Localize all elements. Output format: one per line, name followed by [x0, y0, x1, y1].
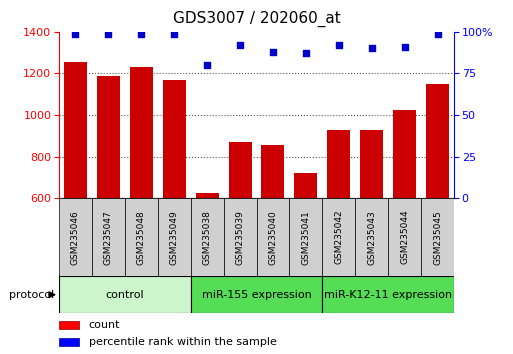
Text: GSM235044: GSM235044	[400, 210, 409, 264]
Text: GSM235038: GSM235038	[203, 210, 212, 265]
Bar	[59, 338, 79, 346]
Text: miR-K12-11 expression: miR-K12-11 expression	[324, 290, 452, 300]
Text: GSM235039: GSM235039	[235, 210, 245, 265]
Bar	[322, 198, 355, 276]
Text: percentile rank within the sample: percentile rank within the sample	[89, 337, 277, 347]
Bar	[393, 110, 416, 198]
Point	[401, 44, 409, 50]
Bar	[388, 198, 421, 276]
Point	[104, 31, 112, 36]
Bar	[191, 276, 322, 313]
Point	[71, 31, 80, 36]
Bar	[426, 84, 449, 198]
Point	[236, 42, 244, 48]
Text: GSM235042: GSM235042	[334, 210, 343, 264]
Text: GSM235048: GSM235048	[137, 210, 146, 264]
Text: GSM235045: GSM235045	[433, 210, 442, 264]
Bar	[355, 198, 388, 276]
Bar	[294, 173, 318, 198]
Point	[269, 49, 277, 55]
Text: GSM235046: GSM235046	[71, 210, 80, 264]
Bar	[322, 276, 454, 313]
Point	[368, 46, 376, 51]
Bar	[130, 67, 153, 198]
Text: control: control	[106, 290, 144, 300]
Text: protocol: protocol	[9, 290, 54, 300]
Text: GSM235049: GSM235049	[170, 210, 179, 264]
Bar	[125, 198, 158, 276]
Bar	[97, 75, 120, 198]
Bar	[224, 198, 256, 276]
Bar	[289, 198, 322, 276]
Bar	[195, 193, 219, 198]
Bar	[360, 130, 383, 198]
Text: GSM235041: GSM235041	[301, 210, 310, 264]
Bar	[256, 198, 289, 276]
Text: count: count	[89, 320, 120, 330]
Bar	[421, 198, 454, 276]
Point	[334, 42, 343, 48]
Point	[433, 31, 442, 36]
Bar	[228, 142, 251, 198]
Text: GSM235043: GSM235043	[367, 210, 376, 264]
Bar	[59, 321, 79, 330]
Bar	[191, 198, 224, 276]
Bar	[262, 145, 285, 198]
Text: GDS3007 / 202060_at: GDS3007 / 202060_at	[173, 11, 340, 27]
Point	[137, 31, 145, 36]
Bar	[92, 198, 125, 276]
Point	[302, 51, 310, 56]
Text: GSM235047: GSM235047	[104, 210, 113, 264]
Bar	[64, 62, 87, 198]
Bar	[158, 198, 191, 276]
Bar	[59, 276, 191, 313]
Text: miR-155 expression: miR-155 expression	[202, 290, 311, 300]
Bar	[327, 130, 350, 198]
Text: GSM235040: GSM235040	[268, 210, 278, 264]
Bar	[59, 198, 92, 276]
Bar	[163, 80, 186, 198]
Point	[170, 31, 179, 36]
Point	[203, 62, 211, 68]
